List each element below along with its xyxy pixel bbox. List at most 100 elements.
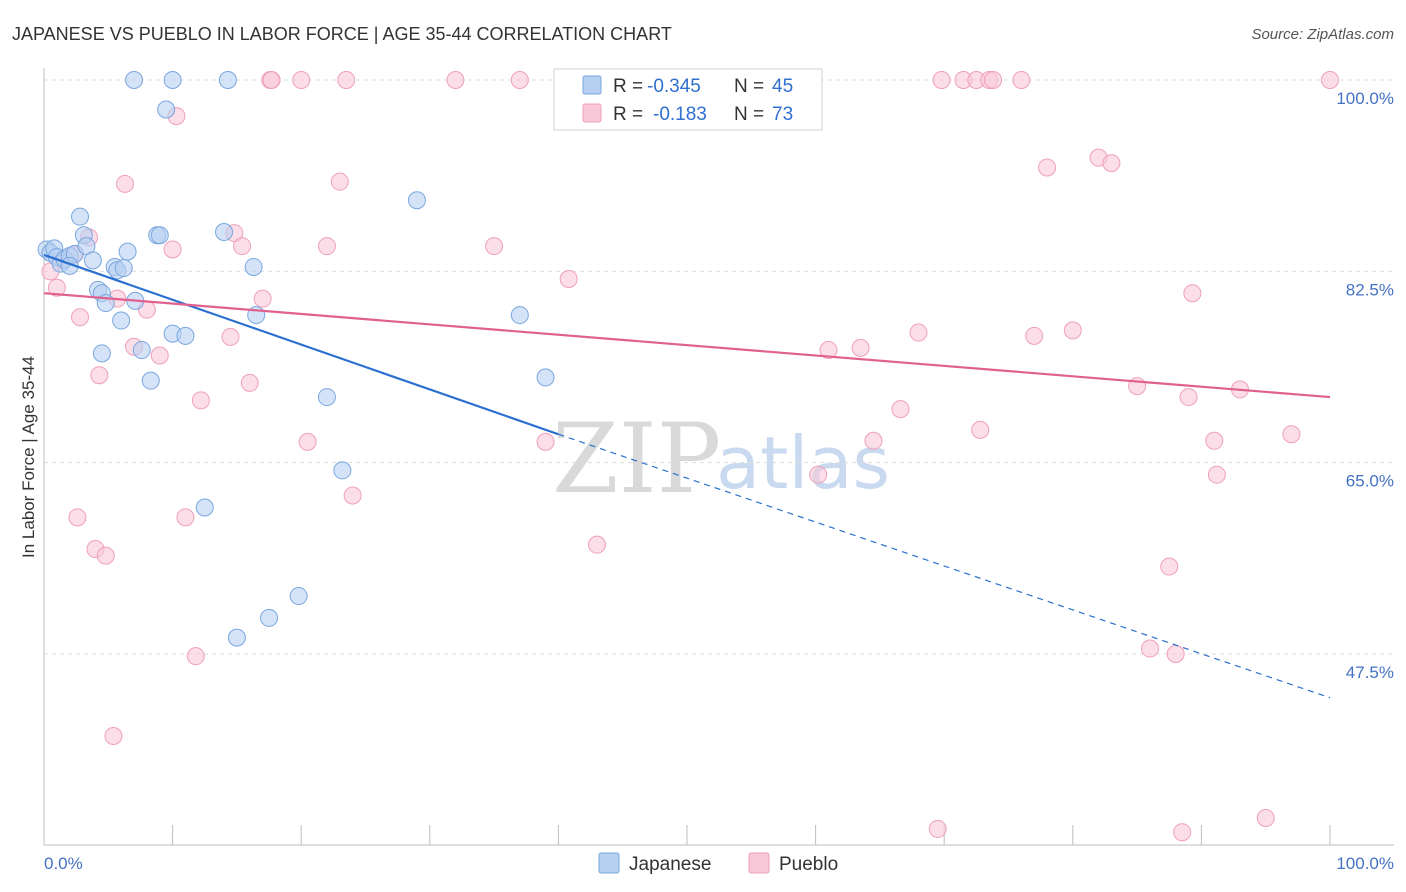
japanese-trend-extension [558, 433, 1331, 699]
pueblo-point-47 [928, 819, 947, 838]
legend-n-label-pueblo: N = [734, 104, 764, 125]
pueblo-point-31 [330, 172, 349, 191]
japanese-point-29 [244, 257, 263, 276]
y-tick-label-3: 100.0% [1336, 89, 1394, 108]
pueblo-point-34 [446, 71, 465, 89]
pueblo-point-20 [191, 391, 210, 410]
japanese-point-25 [157, 100, 176, 119]
y-tick-label-2: 82.5% [1346, 280, 1394, 299]
japanese-point-33 [289, 587, 308, 606]
japanese-point-21 [132, 341, 151, 360]
x-tick-label-min: 0.0% [44, 854, 83, 873]
legend-swatch-japanese [582, 75, 602, 95]
legend-r-value-japanese: -0.345 [647, 76, 701, 97]
bottom-legend-label-pueblo: Pueblo [779, 854, 838, 875]
pueblo-point-37 [536, 432, 555, 451]
pueblo-point-5 [71, 308, 90, 327]
pueblo-point-32 [337, 71, 356, 89]
japanese-point-40 [163, 71, 182, 89]
japanese-point-42 [218, 71, 237, 89]
pueblo-point-27 [262, 71, 281, 89]
pueblo-point-4 [68, 508, 87, 527]
legend-n-value-pueblo: 73 [772, 104, 793, 125]
pueblo-point-64 [1173, 823, 1192, 842]
pueblo-point-23 [233, 237, 252, 256]
pueblo-point-30 [317, 237, 336, 256]
y-axis-label: In Labor Force | Age 35-44 [19, 356, 38, 558]
japanese-point-41 [125, 71, 144, 89]
pueblo-point-66 [1183, 284, 1202, 303]
pueblo-point-9 [96, 546, 115, 565]
pueblo-point-44 [864, 431, 883, 450]
japanese-trend-line [43, 253, 559, 436]
legend-swatch-pueblo [582, 103, 602, 123]
pueblo-point-28 [292, 71, 311, 89]
gridlines [44, 79, 1394, 655]
pueblo-point-33 [343, 486, 362, 505]
series-legend: Japanese Pueblo [598, 852, 838, 875]
pueblo-point-71 [1282, 425, 1301, 444]
x-tick-label-max: 100.0% [1336, 854, 1394, 873]
japanese-point-35 [333, 461, 352, 480]
pueblo-point-57 [1063, 321, 1082, 340]
bottom-legend-swatch-japanese [598, 852, 620, 874]
pueblo-point-19 [186, 647, 205, 666]
pueblo-point-63 [1166, 645, 1185, 663]
pueblo-point-48 [932, 71, 951, 89]
japanese-point-28 [215, 222, 234, 241]
pueblo-point-68 [1207, 465, 1226, 484]
legend-r-value-pueblo: -0.183 [653, 104, 707, 125]
pueblo-point-25 [253, 289, 272, 308]
bottom-legend-swatch-pueblo [748, 852, 770, 874]
pueblo-point-38 [559, 269, 578, 288]
japanese-point-37 [510, 306, 529, 325]
pueblo-point-72 [1321, 71, 1339, 89]
stats-legend: R = -0.345 N = 45 R = -0.183 N = 73 [553, 68, 823, 131]
y-tick-label-1: 65.0% [1346, 472, 1394, 491]
pueblo-point-12 [116, 174, 135, 193]
legend-n-value-japanese: 45 [772, 76, 793, 97]
pueblo-point-24 [240, 373, 259, 392]
japanese-point-19 [118, 242, 137, 261]
chart-title: JAPANESE VS PUEBLO IN LABOR FORCE | AGE … [12, 24, 672, 44]
pueblo-point-61 [1140, 639, 1159, 658]
trend-lines [43, 253, 1331, 699]
watermark: ZIP atlas [552, 403, 890, 515]
pueblo-point-41 [809, 465, 828, 484]
japanese-point-27 [176, 326, 195, 345]
series-japanese-points [37, 71, 555, 647]
pueblo-point-29 [298, 432, 317, 451]
japanese-point-43 [92, 344, 111, 363]
pueblo-point-55 [1025, 326, 1044, 345]
japanese-point-18 [114, 259, 133, 278]
japanese-point-31 [260, 608, 279, 627]
japanese-point-36 [407, 191, 426, 210]
pueblo-point-10 [104, 727, 123, 745]
pueblo-point-56 [1038, 158, 1057, 177]
japanese-point-17 [112, 311, 131, 330]
pueblo-trend-line [43, 292, 1331, 399]
pueblo-point-62 [1160, 557, 1179, 576]
japanese-point-39 [195, 498, 214, 517]
japanese-point-22 [141, 371, 160, 390]
watermark-zip: ZIP [552, 403, 721, 515]
pueblo-point-43 [851, 338, 870, 357]
pueblo-point-46 [909, 323, 928, 342]
japanese-point-24 [150, 226, 169, 245]
pueblo-point-21 [221, 327, 240, 346]
pueblo-point-45 [891, 400, 910, 419]
japanese-point-32 [227, 628, 246, 647]
pueblo-point-59 [1102, 154, 1121, 173]
japanese-point-34 [317, 388, 336, 407]
pueblo-point-15 [150, 346, 169, 365]
japanese-point-11 [83, 251, 102, 270]
pueblo-point-67 [1205, 431, 1224, 450]
pueblo-point-35 [485, 237, 504, 256]
axes [43, 68, 1394, 846]
legend-r-label-japanese: R = [613, 76, 643, 97]
japanese-point-8 [71, 207, 90, 226]
pueblo-point-53 [984, 71, 1003, 89]
y-tick-label-0: 47.5% [1346, 663, 1394, 682]
bottom-legend-label-japanese: Japanese [629, 854, 711, 875]
